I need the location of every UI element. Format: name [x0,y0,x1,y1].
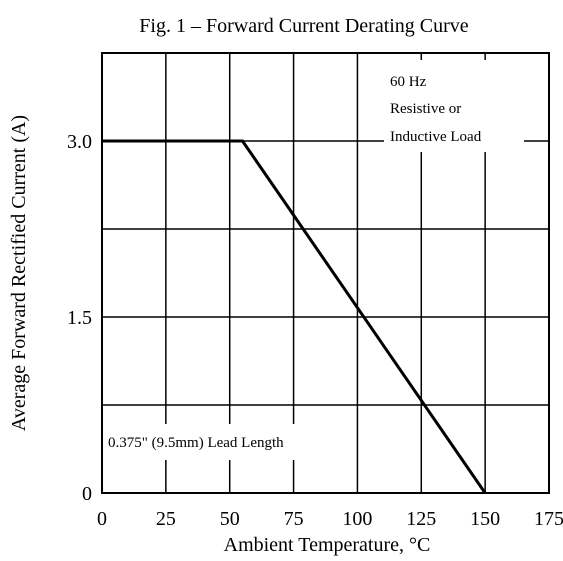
plot-frame [101,52,550,494]
load-annotation-background [384,60,524,152]
x-tick-label: 25 [156,508,176,530]
lead-annotation-background [104,424,354,460]
x-tick-label: 75 [284,508,304,530]
x-tick-label: 150 [470,508,500,530]
y-tick-label: 1.5 [67,307,92,329]
y-axis-label: Average Forward Rectified Current (A) [8,115,30,431]
x-tick-label: 175 [534,508,563,530]
x-axis-label: Ambient Temperature, °C [224,534,431,556]
chart-title: Fig. 1 – Forward Current Derating Curve [139,15,469,37]
y-tick-labels: 0 1.5 3.0 [67,131,92,505]
x-tick-label: 0 [97,508,107,530]
x-tick-label: 100 [342,508,372,530]
x-tick-label: 125 [406,508,436,530]
x-tick-label: 50 [220,508,240,530]
load-annotation: 60 Hz Resistive or Inductive Load [390,74,482,145]
y-tick-label: 3.0 [67,131,92,153]
x-tick-labels: 0 25 50 75 100 125 150 175 [97,508,563,530]
y-tick-label: 0 [82,483,92,505]
load-annotation-line-1: 60 Hz [390,74,427,90]
lead-length-annotation: 0.375" (9.5mm) Lead Length [108,435,284,451]
load-annotation-line-3: Inductive Load [390,129,482,145]
load-annotation-line-2: Resistive or [390,101,461,117]
derating-curve [102,139,487,494]
